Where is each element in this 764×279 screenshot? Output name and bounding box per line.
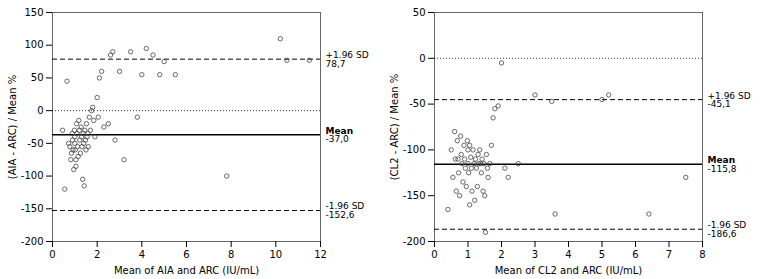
svg-text:-115,8: -115,8: [708, 164, 737, 174]
svg-text:-50: -50: [409, 98, 425, 109]
svg-text:Mean: Mean: [707, 155, 735, 166]
svg-text:4: 4: [565, 249, 571, 260]
svg-text:-186,6: -186,6: [708, 229, 737, 239]
svg-text:0: 0: [419, 53, 425, 64]
svg-text:50: 50: [413, 7, 426, 18]
svg-text:-1.96 SD: -1.96 SD: [707, 220, 747, 231]
svg-text:-100: -100: [21, 170, 44, 181]
svg-text:78,7: 78,7: [326, 59, 346, 69]
svg-text:5: 5: [599, 249, 605, 260]
svg-text:-45,1: -45,1: [708, 99, 731, 109]
svg-text:2: 2: [94, 249, 100, 260]
svg-text:(AIA - ARC) / Mean %: (AIA - ARC) / Mean %: [7, 75, 18, 179]
svg-text:Mean: Mean: [325, 125, 353, 136]
svg-text:3: 3: [532, 249, 538, 260]
svg-text:-50: -50: [27, 138, 43, 149]
svg-text:-152,6: -152,6: [326, 210, 355, 220]
svg-text:+1.96 SD: +1.96 SD: [325, 50, 369, 61]
svg-text:12: 12: [314, 249, 327, 260]
svg-text:8: 8: [699, 249, 705, 260]
svg-text:+1.96 SD: +1.96 SD: [707, 90, 751, 101]
svg-text:8: 8: [228, 249, 234, 260]
svg-text:-100: -100: [403, 144, 426, 155]
svg-text:0: 0: [49, 249, 55, 260]
svg-text:Mean of CL2 and ARC (IU/mL): Mean of CL2 and ARC (IU/mL): [495, 265, 643, 276]
svg-text:-150: -150: [403, 190, 426, 201]
svg-text:0: 0: [431, 249, 437, 260]
svg-text:7: 7: [666, 249, 672, 260]
svg-text:(CL2 - ARC) / Mean %: (CL2 - ARC) / Mean %: [389, 74, 400, 181]
svg-text:-200: -200: [403, 236, 426, 247]
svg-text:150: 150: [24, 7, 43, 18]
svg-text:4: 4: [139, 249, 145, 260]
svg-text:0: 0: [37, 105, 43, 116]
svg-text:100: 100: [24, 39, 43, 50]
svg-text:1: 1: [465, 249, 471, 260]
svg-text:-37,0: -37,0: [326, 134, 350, 144]
svg-text:-1.96 SD: -1.96 SD: [325, 201, 365, 212]
svg-text:10: 10: [269, 249, 282, 260]
svg-text:2: 2: [498, 249, 504, 260]
svg-text:Mean of AIA and ARC (IU/mL): Mean of AIA and ARC (IU/mL): [114, 265, 259, 276]
svg-text:-150: -150: [21, 203, 44, 214]
svg-text:-200: -200: [21, 236, 44, 247]
svg-text:6: 6: [183, 249, 189, 260]
svg-text:6: 6: [632, 249, 638, 260]
svg-text:50: 50: [31, 72, 44, 83]
